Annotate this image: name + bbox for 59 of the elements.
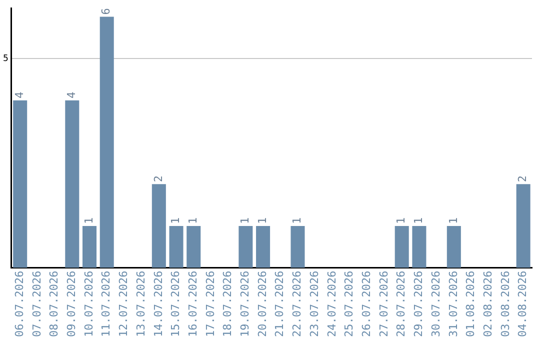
data-label: 1: [290, 217, 304, 224]
bar: [412, 226, 426, 268]
x-tick-label: 31.07.2026: [446, 270, 460, 338]
x-tick-label: 03.08.2026: [498, 270, 512, 338]
x-tick-label: 11.07.2026: [100, 270, 113, 338]
data-label: 1: [82, 217, 96, 224]
bar: [186, 226, 201, 268]
data-label: 1: [238, 217, 252, 224]
bar: [238, 226, 253, 268]
bar: [256, 226, 270, 268]
x-tick-label: 13.07.2026: [134, 270, 148, 338]
data-label: 1: [256, 217, 269, 224]
x-tick-label: 22.07.2026: [290, 270, 304, 338]
x-tick-label: 02.08.2026: [481, 270, 494, 338]
x-tick-label: 28.07.2026: [394, 270, 408, 338]
data-label: 1: [169, 217, 182, 224]
x-tick-label: 09.07.2026: [65, 270, 78, 338]
data-label: 1: [186, 217, 200, 224]
x-tick-label: 06.07.2026: [12, 270, 26, 338]
bar: [446, 226, 461, 268]
x-tick-label: 19.07.2026: [238, 270, 252, 338]
x-tick-label: 18.07.2026: [221, 270, 234, 338]
data-label: 1: [394, 217, 408, 224]
data-label: 6: [100, 8, 113, 15]
data-label: 4: [65, 91, 78, 98]
bar: [152, 184, 166, 268]
x-tick-label: 23.07.2026: [308, 270, 321, 338]
x-tick-label: 20.07.2026: [256, 270, 269, 338]
x-tick-label: 29.07.2026: [412, 270, 426, 338]
x-tick-label: 15.07.2026: [169, 270, 182, 338]
x-tick-label: 27.07.2026: [377, 270, 390, 338]
x-tick-label: 16.07.2026: [186, 270, 200, 338]
bar: [394, 226, 409, 268]
bar: [516, 184, 530, 268]
x-tick-label: 21.07.2026: [273, 270, 286, 338]
x-tick-label: 30.07.2026: [429, 270, 442, 338]
data-label: 4: [12, 91, 26, 98]
x-tick-label: 08.07.2026: [48, 270, 61, 338]
x-tick-label: 26.07.2026: [360, 270, 374, 338]
x-tick-label: 14.07.2026: [152, 270, 165, 338]
x-tick-label: 17.07.2026: [204, 270, 217, 338]
x-tick-label: 04.08.2026: [516, 270, 530, 338]
bar: [290, 226, 305, 268]
y-tick-label: 5: [2, 54, 8, 64]
x-tick-label: 12.07.2026: [117, 270, 130, 338]
x-tick-label: 01.08.2026: [464, 270, 478, 338]
data-label: 1: [412, 217, 426, 224]
x-tick-label: 24.07.2026: [325, 270, 338, 338]
bar: [65, 100, 80, 268]
x-tick-label: 10.07.2026: [82, 270, 96, 338]
data-label: 1: [446, 217, 460, 224]
bar: [169, 226, 184, 268]
bar: [13, 100, 28, 268]
x-tick-label: 07.07.2026: [30, 270, 44, 338]
data-label: 2: [516, 175, 530, 182]
bar: [82, 226, 97, 268]
data-label: 2: [152, 175, 165, 182]
bar: [100, 16, 114, 268]
x-tick-label: 25.07.2026: [342, 270, 356, 338]
